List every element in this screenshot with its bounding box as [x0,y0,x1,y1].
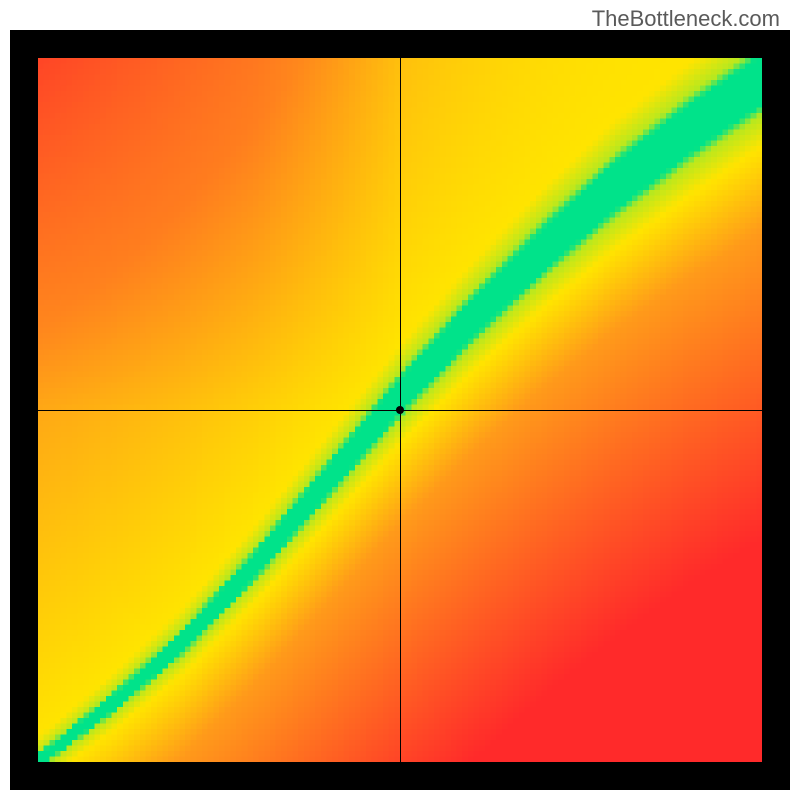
root-container: TheBottleneck.com [0,0,800,800]
watermark-text: TheBottleneck.com [592,6,780,32]
chart-outer-frame [10,30,790,790]
plot-area [38,58,762,762]
crosshair-marker [396,406,404,414]
